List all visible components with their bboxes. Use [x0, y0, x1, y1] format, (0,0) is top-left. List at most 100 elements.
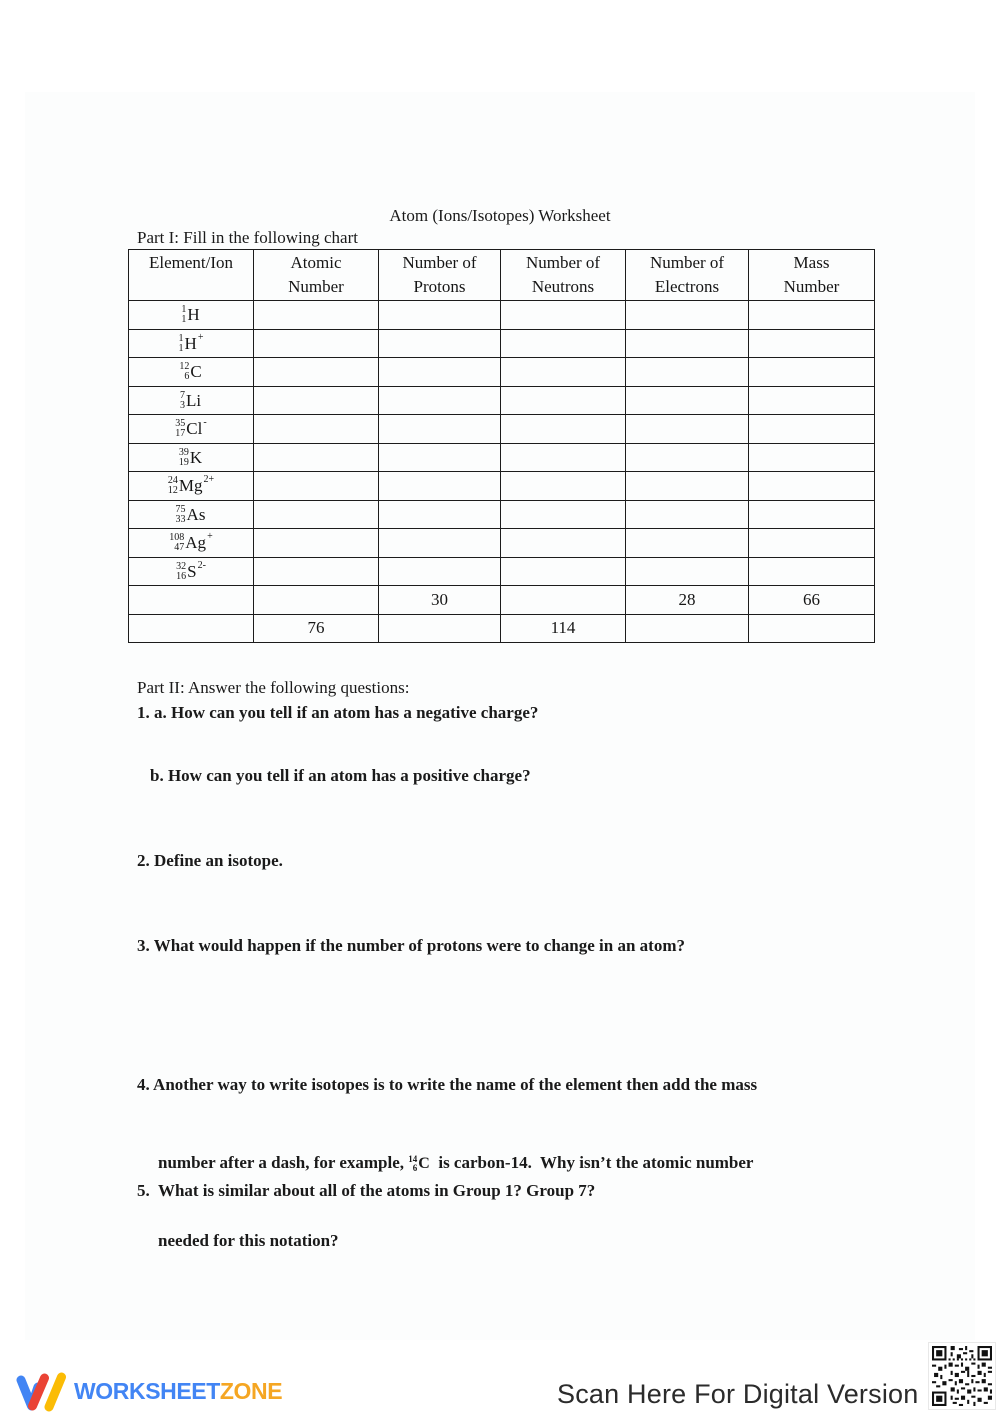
electrons-cell: [625, 499, 749, 529]
electrons-cell: [625, 328, 749, 358]
neutrons-cell: [500, 499, 626, 529]
electrons-cell: [625, 357, 749, 387]
isotope-notation: 32 16 S 2-: [176, 559, 206, 582]
protons-cell: [378, 414, 501, 444]
electrons-cell: [625, 414, 749, 444]
neutrons-cell: [500, 585, 626, 615]
isotope-notation: 75 33 As: [175, 503, 206, 525]
protons-cell: [378, 442, 501, 472]
table-row: 76 114: [128, 613, 875, 643]
atomic-number-cell: [253, 528, 379, 558]
worksheet-title: Atom (Ions/Isotopes) Worksheet: [389, 206, 611, 225]
header-row: Element/Ion Atomic Number Number of Proton…: [128, 249, 875, 301]
atomic-number-cell: [253, 328, 379, 358]
protons-cell: [378, 613, 501, 643]
atomic-number-cell: [253, 385, 379, 415]
isotope-notation: 35 17 Cl -: [175, 417, 207, 440]
protons-cell: [378, 385, 501, 415]
column-header-electrons: Number of Electrons: [625, 249, 749, 301]
table-row: 24 12 Mg 2+: [128, 471, 875, 501]
worksheet-zone-w-mark-icon: [16, 1372, 66, 1412]
table-row: 12 6 C: [128, 357, 875, 387]
atomic-number-cell: [253, 357, 379, 387]
electrons-cell: [625, 385, 749, 415]
mass-number-cell: [748, 328, 875, 358]
neutrons-cell: [500, 357, 626, 387]
mass-number-cell: 66: [748, 585, 875, 615]
brand-worksheet: WORKSHEET: [74, 1377, 220, 1404]
table-row: 32 16 S 2-: [128, 556, 875, 586]
question-5: 5. What is similar about all of the atom…: [137, 1181, 596, 1200]
column-header-protons: Number of Protons: [378, 249, 501, 301]
question-2: 2. Define an isotope.: [137, 851, 283, 870]
question-4-line2: number after a dash, for example, 14 6 C i…: [158, 1153, 754, 1174]
isotope-notation: 39 19 K: [178, 446, 203, 468]
neutrons-cell: [500, 442, 626, 472]
electrons-cell: [625, 442, 749, 472]
element-ion-cell: 12 6 C: [128, 357, 254, 387]
qr-code-icon: [928, 1342, 996, 1410]
element-ion-cell: [128, 585, 254, 615]
element-ion-cell: [128, 613, 254, 643]
mass-number-cell: [748, 556, 875, 586]
protons-cell: [378, 499, 501, 529]
part1-label: Part I: Fill in the following chart: [137, 228, 358, 247]
element-ion-cell: 32 16 S 2-: [128, 556, 254, 586]
column-header-atomic-number: Atomic Number: [253, 249, 379, 301]
part2-label: Part II: Answer the following questions:: [137, 678, 410, 697]
column-header-mass-number: Mass Number: [748, 249, 875, 301]
neutrons-cell: [500, 328, 626, 358]
electrons-cell: [625, 528, 749, 558]
atomic-number-cell: [253, 442, 379, 472]
mass-number-cell: [748, 385, 875, 415]
question-4: 4. Another way to write isotopes is to w…: [137, 1020, 857, 1280]
mass-number-cell: [748, 528, 875, 558]
worksheet-zone-logo: WORKSHEETZONE: [15, 1368, 283, 1414]
table-row: 39 19 K: [128, 442, 875, 472]
element-ion-cell: 24 12 Mg 2+: [128, 471, 254, 501]
question-1b: b. How can you tell if an atom has a pos…: [150, 766, 531, 785]
scan-here-text: Scan Here For Digital Version: [557, 1379, 919, 1409]
mass-number-cell: [748, 414, 875, 444]
protons-cell: [378, 471, 501, 501]
isotope-notation: 24 12 Mg 2+: [167, 474, 215, 497]
protons-cell: [378, 357, 501, 387]
brand-text: WORKSHEETZONE: [74, 1377, 283, 1405]
mass-number-cell: [748, 300, 875, 330]
brand-zone: ZONE: [219, 1377, 283, 1404]
neutrons-cell: [500, 414, 626, 444]
isotope-notation-carbon14: 14 6 C: [408, 1154, 430, 1174]
element-ion-cell: 35 17 Cl -: [128, 414, 254, 444]
electrons-cell: [625, 613, 749, 643]
table-row: 35 17 Cl -: [128, 414, 875, 444]
isotope-notation: 108 47 Ag +: [169, 531, 213, 554]
mass-number-cell: [748, 499, 875, 529]
neutrons-cell: [500, 556, 626, 586]
mass-number-cell: [748, 357, 875, 387]
mass-number-cell: [748, 613, 875, 643]
electrons-cell: [625, 556, 749, 586]
column-header-neutrons: Number of Neutrons: [500, 249, 626, 301]
neutrons-cell: [500, 528, 626, 558]
neutrons-cell: 114: [500, 613, 626, 643]
table-row: 108 47 Ag +: [128, 528, 875, 558]
protons-cell: [378, 328, 501, 358]
atomic-number-cell: [253, 585, 379, 615]
column-header-element-ion: Element/Ion: [128, 249, 254, 301]
atomic-number-cell: [253, 300, 379, 330]
element-ion-cell: 75 33 As: [128, 499, 254, 529]
element-ion-cell: 39 19 K: [128, 442, 254, 472]
protons-cell: 30: [378, 585, 501, 615]
atomic-number-cell: [253, 556, 379, 586]
table-row: 75 33 As: [128, 499, 875, 529]
atomic-number-cell: 76: [253, 613, 379, 643]
atomic-number-cell: [253, 499, 379, 529]
electrons-cell: [625, 471, 749, 501]
question-3: 3. What would happen if the number of pr…: [137, 936, 685, 955]
atomic-number-cell: [253, 471, 379, 501]
